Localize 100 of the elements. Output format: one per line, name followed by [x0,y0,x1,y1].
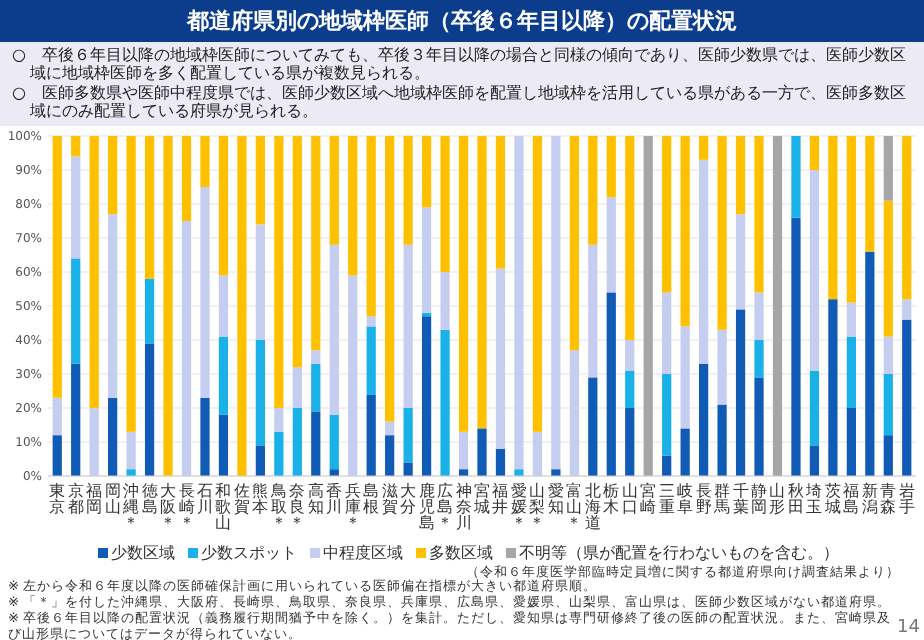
x-tick-label: 福井 [492,480,509,515]
x-tick-label: 福岡 [86,480,103,515]
x-tick-label: 徳島 [141,480,158,515]
bar [809,369,820,445]
bar [366,135,376,316]
x-tick-label: 奈良＊ [289,480,306,531]
bar [255,339,265,445]
bar [89,135,99,408]
bar [255,223,265,340]
x-tick-label: 岡山 [104,480,121,515]
bar [828,298,838,476]
bar [588,135,598,245]
bar [680,135,690,326]
x-tick-label: 富山＊ [566,480,583,531]
bar [625,135,635,340]
bar [735,135,746,214]
bar [532,135,543,432]
bar [754,339,764,377]
legend-label: 中程度区域 [323,543,403,562]
bar [717,135,727,330]
bar [255,135,265,224]
bar [440,135,450,272]
x-tick-label: 兵庫＊ [344,480,361,531]
bar [403,244,413,408]
bar [606,291,616,476]
x-tick-label: 石川 [196,480,213,515]
legend-label: 不明等（県が配置を行わないものを含む。） [519,543,839,562]
bar [292,366,302,408]
bar [662,135,672,292]
legend-label: 少数スポット [201,543,297,562]
bar [883,434,893,476]
bar [144,135,155,279]
bar [274,407,284,432]
bar [458,431,469,469]
bar [329,414,339,469]
x-tick-label: 愛知 [547,480,564,515]
bar [699,135,709,160]
bar [144,278,155,343]
bar [809,135,820,170]
bar [754,376,764,476]
x-tick-label: 千葉 [732,480,749,515]
x-tick-label: 香川 [326,480,343,515]
bar [71,363,81,476]
bar [163,135,173,476]
bar [52,135,62,398]
bar [662,291,672,374]
x-tick-label: 岩手 [898,480,915,515]
bar [495,135,506,268]
bar [181,220,192,476]
bar [735,213,746,309]
bar [126,431,136,469]
bar [735,308,746,476]
bar [883,199,893,336]
bar [311,135,321,350]
x-tick-label: 岐阜 [677,480,694,515]
x-tick-label: 栃木 [603,480,620,515]
x-tick-label: 高知 [307,480,324,515]
x-tick-label: 宮城 [472,480,490,515]
bar [366,315,376,326]
bar [477,427,487,476]
bar [551,135,561,469]
bar [274,431,284,476]
bar [71,155,81,258]
bar [495,448,506,476]
bar [588,376,598,476]
bar [237,135,247,476]
bar [440,271,450,330]
bar [126,135,136,432]
x-tick-label: 山形 [769,480,786,515]
bar [846,335,856,408]
bar [477,135,487,428]
bar [680,427,690,476]
bar [366,325,376,394]
x-tick-label: 鹿児島 [418,480,435,531]
bar [385,434,395,476]
bar [440,329,450,476]
bar [292,407,302,476]
legend-label: 少数区域 [111,543,175,562]
x-tick-label: 沖縄＊ [121,480,140,531]
bar [311,349,321,364]
x-tick-label: 鳥取＊ [268,480,287,531]
bar [200,135,210,187]
bar [403,461,413,476]
x-tick-label: 滋賀 [381,480,398,515]
bar [846,407,856,476]
x-tick-label: 熊本 [252,480,269,515]
bar [421,315,432,476]
bar [717,403,727,476]
x-tick-label: 長崎＊ [178,480,195,531]
bar [865,250,875,476]
x-tick-label: 山口 [621,480,638,515]
bar [181,135,192,221]
bar [883,135,893,200]
x-tick-label: 大阪＊ [160,480,177,531]
bar [200,186,210,398]
bar [791,135,801,217]
x-tick-label: 秋田 [787,480,804,515]
bar [569,135,579,350]
bar [680,325,690,428]
bar [458,135,469,432]
